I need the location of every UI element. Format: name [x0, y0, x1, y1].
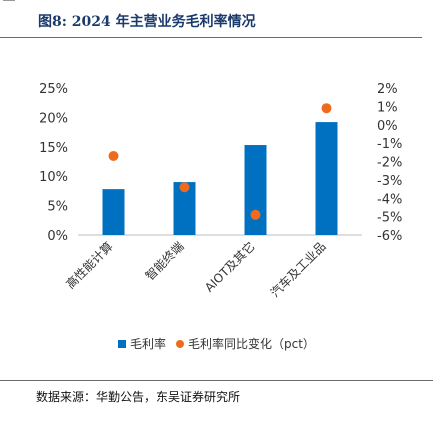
category-tick-label: 智能终端	[142, 239, 187, 284]
top-rule	[0, 37, 422, 38]
right-axis-tick-label: 0%	[377, 119, 398, 134]
combo-chart: 0% 5% 10% 15% 20% 25% 2% 1% 0% -1% -2% -3% -4% -5% -6%…	[39, 82, 402, 301]
bar	[173, 182, 196, 235]
category-tick-label: 汽车及工业品	[267, 239, 329, 301]
legend-dot-swatch	[176, 339, 185, 348]
left-axis-tick-label: 25%	[39, 82, 68, 97]
corner-mark	[3, 0, 15, 5]
change-dot	[321, 103, 332, 114]
bar	[315, 122, 338, 235]
right-axis-tick-label: -2%	[377, 156, 402, 171]
right-axis-tick-label: -1%	[377, 137, 402, 152]
legend-bar-swatch	[118, 339, 126, 348]
left-axis-tick-label: 20%	[39, 111, 68, 126]
right-axis-tick-label: -5%	[377, 211, 402, 226]
bottom-rule	[0, 380, 433, 381]
legend-dot-label: 毛利率同比变化（pct）	[188, 337, 315, 351]
category-tick-label: 高性能计算	[63, 239, 116, 292]
category-tick-label: AIOT及其它	[201, 239, 257, 295]
change-dot	[179, 182, 190, 193]
change-dot	[108, 150, 119, 161]
left-axis-tick-label: 0%	[47, 229, 68, 244]
legend-item-dot: 毛利率同比变化（pct）	[176, 335, 315, 352]
bar	[244, 145, 267, 235]
right-axis-tick-label: 2%	[377, 82, 398, 97]
left-axis-tick-label: 15%	[39, 141, 68, 156]
right-axis-tick-label: -6%	[377, 229, 402, 244]
legend: 毛利率 毛利率同比变化（pct）	[118, 335, 315, 352]
legend-item-bar: 毛利率	[118, 335, 166, 352]
left-axis-tick-label: 5%	[47, 200, 68, 215]
right-axis-tick-label: 1%	[377, 100, 398, 115]
bar	[102, 189, 125, 235]
right-axis-tick-label: -4%	[377, 192, 402, 207]
figure-title: 图8: 2024 年主营业务毛利率情况	[38, 14, 256, 30]
change-dot	[250, 209, 261, 220]
left-axis-tick-label: 10%	[39, 170, 68, 185]
source-note: 数据来源：华勤公告，东吴证券研究所	[36, 390, 241, 404]
legend-bar-label: 毛利率	[130, 337, 167, 351]
right-axis-tick-label: -3%	[377, 174, 402, 189]
